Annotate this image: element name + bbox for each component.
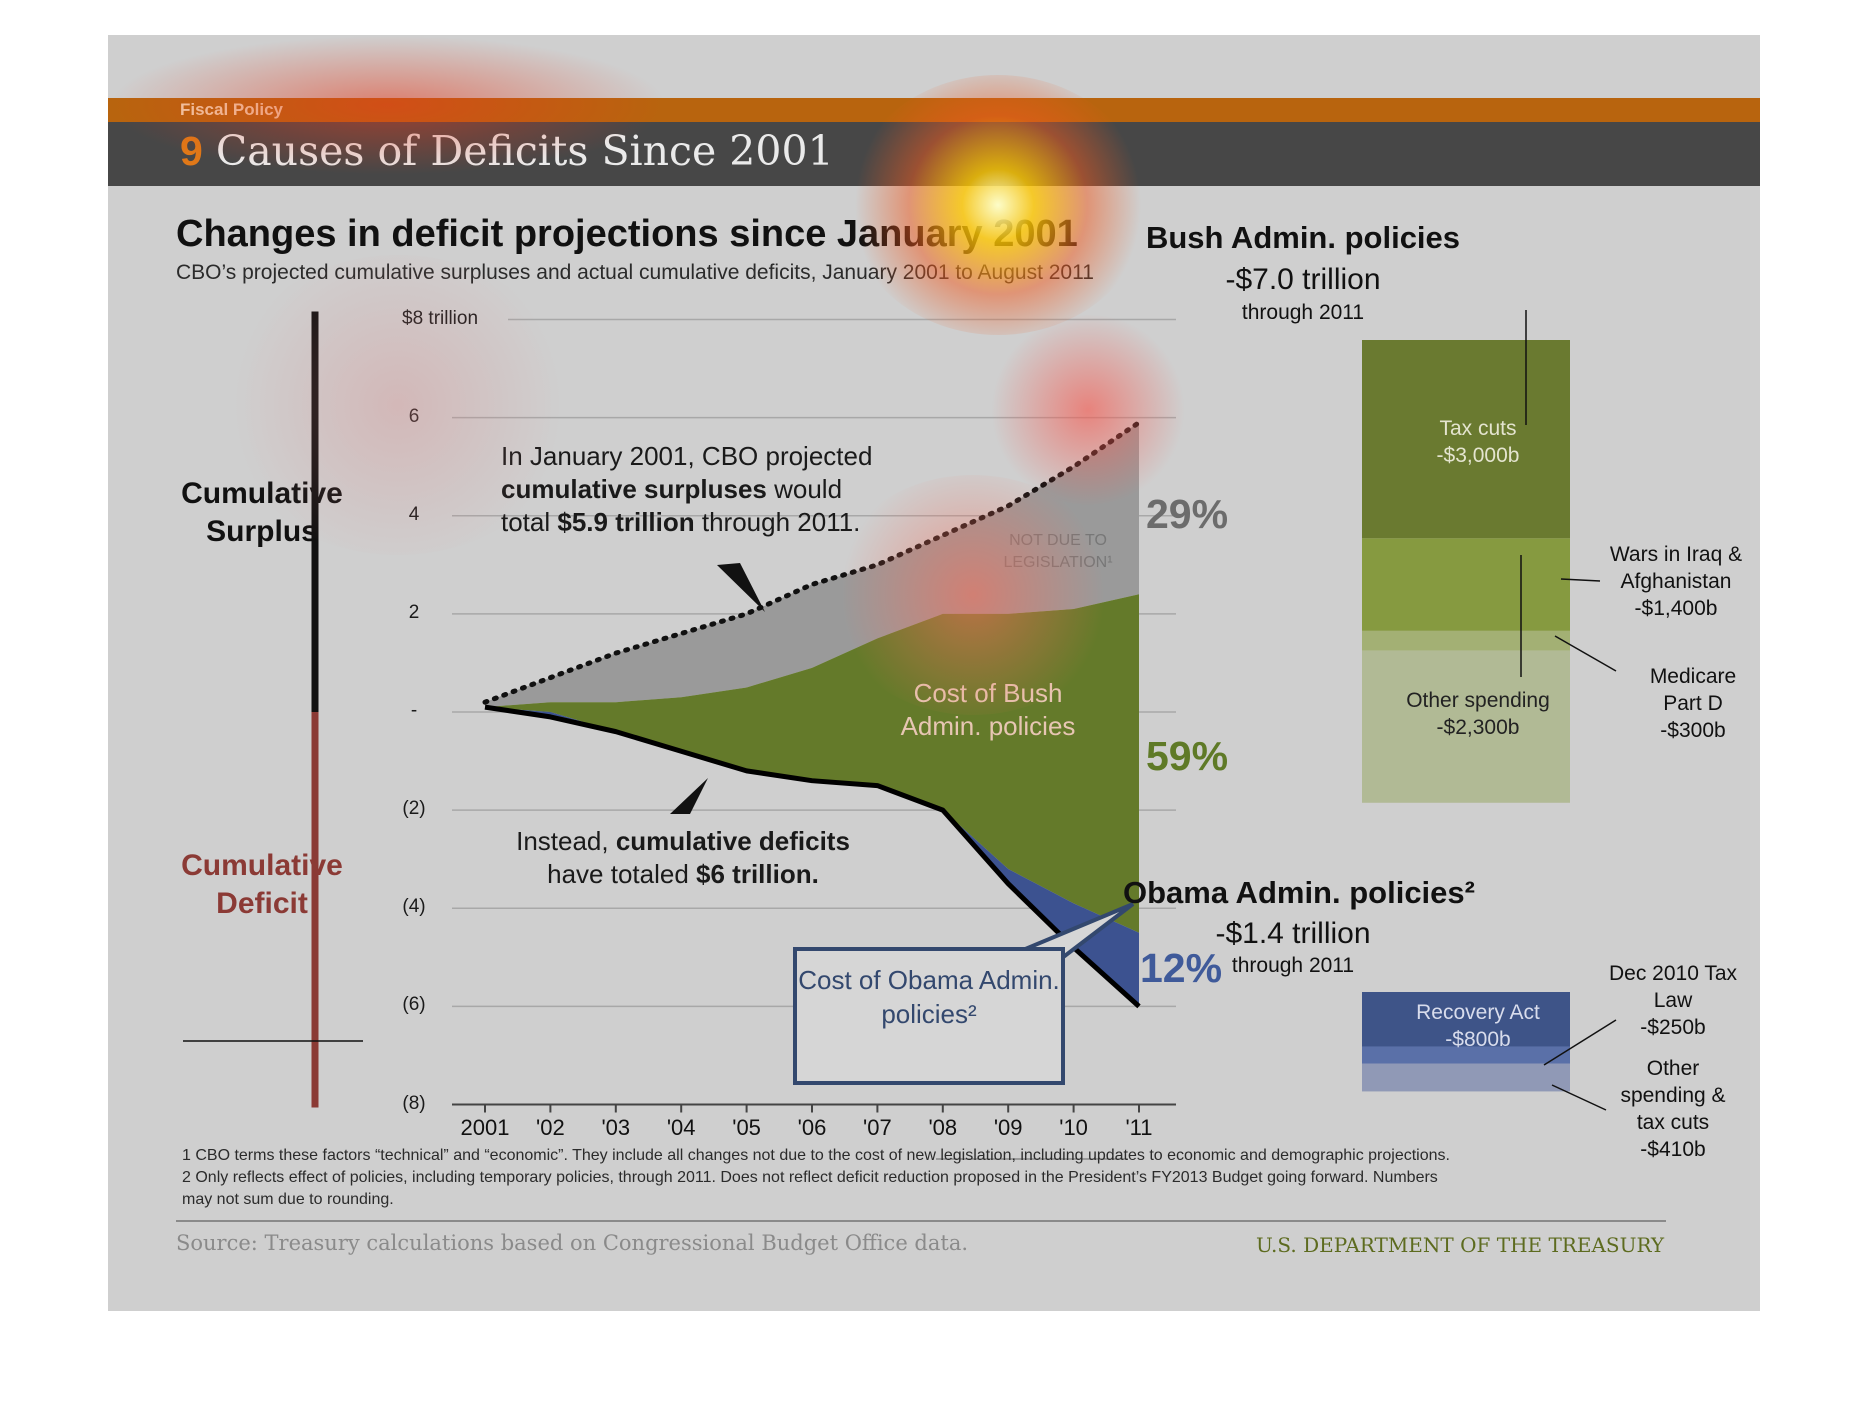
obama-total: -$1.4 trillion — [1215, 917, 1371, 950]
bush-segment-medicare: Medicare Part D -$300b — [1638, 663, 1748, 744]
x-tick-label: '11 — [1125, 1115, 1153, 1140]
bush-segment-other-spending: Other spending -$2,300b — [1358, 687, 1598, 741]
deficit-annotation-bold2: $6 trillion. — [696, 859, 819, 889]
leader-line — [1554, 635, 1617, 672]
leader-line — [1551, 1084, 1607, 1111]
obama-cost-callout — [793, 947, 1065, 1085]
x-axis-ticks — [484, 1104, 1140, 1113]
x-tick-label: '06 — [797, 1115, 827, 1140]
obama-segment-tax-law: Dec 2010 Tax Law -$250b — [1608, 960, 1738, 1041]
obama-cost-label: Cost of Obama Admin. policies² — [798, 965, 1060, 1029]
bush-segment-wars: Wars in Iraq & Afghanistan -$1,400b — [1581, 541, 1760, 622]
x-tick-label: '05 — [732, 1115, 761, 1140]
x-tick-label: '02 — [536, 1115, 565, 1140]
obama-segment-recovery-act: Recovery Act -$800b — [1358, 999, 1598, 1053]
footnote-2: 2 Only reflects effect of policies, incl… — [182, 1169, 1438, 1186]
segment-label: Other spending & tax cuts — [1620, 1057, 1726, 1134]
x-tick-label: '07 — [863, 1115, 892, 1140]
segment-value: -$800b — [1445, 1028, 1511, 1051]
obama-section-title: Obama Admin. policies² — [1123, 875, 1475, 910]
infographic-card: Fiscal Policy 9 Causes of Deficits Since… — [108, 35, 1760, 1311]
actual-deficit-line — [484, 704, 1141, 1009]
segment-label: Wars in Iraq & Afghanistan — [1609, 543, 1743, 593]
pct-not-due: 29% — [1146, 491, 1229, 537]
deficit-annotation-pointer — [670, 778, 708, 814]
obama-bar-segment — [1362, 1063, 1570, 1092]
segment-label: Tax cuts — [1439, 417, 1517, 440]
surplus-annotation-post2: through 2011. — [694, 507, 861, 537]
x-tick-label: '10 — [1059, 1115, 1088, 1140]
segment-label: Dec 2010 Tax Law — [1608, 962, 1738, 1012]
y-tick-label: 4 — [408, 503, 420, 525]
bush-segment-tax-cuts: Tax cuts -$3,000b — [1358, 415, 1598, 469]
segment-value: -$1,400b — [1634, 597, 1718, 620]
not-due-to-legislation-label: NOT DUE TO LEGISLATION¹ — [1003, 532, 1113, 571]
y-tick-label: 6 — [408, 405, 420, 427]
x-tick-label: '09 — [993, 1115, 1023, 1140]
footnote-2-cont: may not sum due to rounding. — [182, 1191, 394, 1208]
segment-value: -$410b — [1640, 1138, 1706, 1161]
bush-period: through 2011 — [1241, 301, 1365, 324]
bush-bar-segment — [1362, 340, 1570, 539]
obama-bar-segment — [1362, 992, 1570, 1047]
x-tick-label: '03 — [601, 1115, 631, 1140]
deficit-annotation-pre: Instead, — [516, 826, 616, 856]
leader-lines — [1520, 310, 1617, 1111]
obama-stacked-bar — [1362, 992, 1570, 1092]
y-tick-label: - — [410, 700, 418, 721]
surplus-annotation-bold2: $5.9 trillion — [557, 507, 695, 537]
bush-cost-label: Cost of Bush Admin. policies — [900, 678, 1076, 741]
deficit-annotation-pre2: have totaled — [547, 859, 697, 889]
y-tick-label: (2) — [402, 798, 426, 820]
y-tick-label: (8) — [402, 1092, 426, 1114]
bush-stacked-bar — [1362, 340, 1570, 803]
leader-line — [1560, 578, 1601, 582]
bush-bar-segment — [1362, 630, 1570, 651]
x-tick-label: 2001 — [460, 1115, 510, 1140]
y-tick-label: 2 — [408, 601, 420, 623]
x-tick-label: '08 — [928, 1115, 958, 1140]
cumulative-surplus-label: Cumulative Surplus — [181, 477, 343, 548]
footnote-1: 1 CBO terms these factors “technical” an… — [182, 1147, 1450, 1164]
surplus-annotation-bold1: cumulative surpluses — [501, 474, 767, 504]
segment-value: -$3,000b — [1436, 444, 1520, 467]
leader-line — [1543, 1019, 1617, 1066]
obama-bar-segment — [1362, 1046, 1570, 1064]
y-tick-label: (4) — [402, 896, 426, 918]
y-axis-unit-label: $8 trillion — [402, 308, 479, 329]
surplus-annotation-line1: In January 2001, CBO projected — [501, 441, 873, 471]
obama-period: through 2011 — [1231, 954, 1355, 977]
surplus-annotation-pre2: total — [501, 507, 558, 537]
pct-obama: 12% — [1140, 945, 1223, 991]
chart-lines — [482, 420, 1142, 1009]
projected-surplus-line — [482, 420, 1142, 705]
segment-label: Recovery Act — [1416, 1001, 1540, 1024]
segment-label: Medicare Part D — [1649, 665, 1737, 715]
deficit-annotation: Instead, cumulative deficits have totale… — [458, 825, 908, 891]
x-tick-label: '04 — [666, 1115, 696, 1140]
footer-divider — [176, 1220, 1666, 1222]
agency-credit: U.S. DEPARTMENT OF THE TREASURY — [1256, 1233, 1665, 1257]
y-tick-label: (6) — [402, 994, 426, 1016]
bush-bar-segment — [1362, 650, 1570, 803]
segment-value: -$300b — [1660, 719, 1726, 742]
segment-value: -$2,300b — [1436, 716, 1520, 739]
bush-section-title: Bush Admin. policies — [1145, 220, 1461, 255]
surplus-annotation-mid: would — [766, 474, 843, 504]
surplus-annotation: In January 2001, CBO projected cumulativ… — [501, 440, 872, 539]
segment-label: Other spending — [1406, 689, 1550, 712]
bush-total: -$7.0 trillion — [1225, 263, 1381, 296]
source-note: Source: Treasury calculations based on C… — [176, 1231, 969, 1255]
segment-value: -$250b — [1640, 1016, 1706, 1039]
cumulative-deficit-label: Cumulative Deficit — [181, 849, 343, 920]
obama-segment-other: Other spending & tax cuts -$410b — [1608, 1055, 1738, 1163]
bush-bar-segment — [1362, 538, 1570, 631]
surplus-annotation-pointer — [717, 563, 765, 612]
deficit-annotation-bold1: cumulative deficits — [615, 826, 850, 856]
pct-bush: 59% — [1146, 733, 1229, 779]
